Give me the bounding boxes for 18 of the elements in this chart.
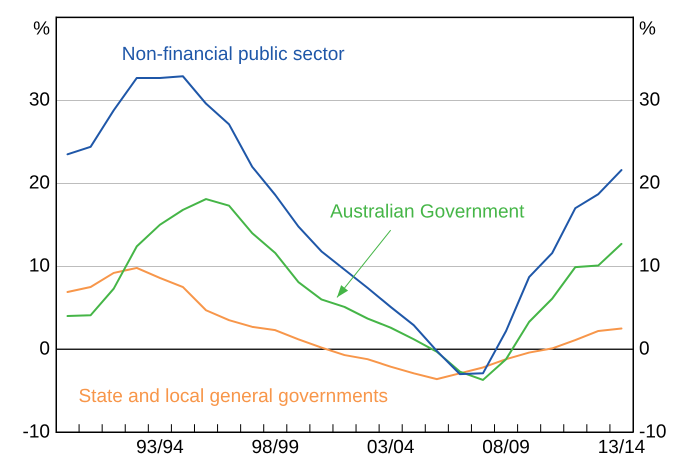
x-tick-label: 98/99: [251, 436, 300, 458]
x-tick-label: 03/04: [366, 436, 415, 458]
y-tick-label: 10: [28, 256, 50, 277]
y-tick-label: 30: [28, 90, 50, 111]
y2-tick-label: 0: [639, 338, 650, 360]
y-tick-label: -10: [22, 421, 50, 442]
y-axis-title: %: [33, 18, 50, 40]
x-tick-label: 08/09: [482, 436, 530, 458]
text: Australian Government: [330, 202, 526, 223]
y2-tick-label: 20: [639, 172, 660, 194]
series-label: Non-financial public sector: [122, 44, 346, 65]
y-tick-label: 20: [28, 172, 50, 194]
x-tick-label: 93/94: [136, 436, 184, 458]
y2-axis-title: %: [639, 18, 656, 40]
y2-tick-label: 10: [639, 256, 660, 277]
y2-tick-label: 30: [639, 90, 660, 111]
y-tick-label: 0: [39, 338, 50, 360]
series-label: State and local general governments: [78, 386, 388, 408]
